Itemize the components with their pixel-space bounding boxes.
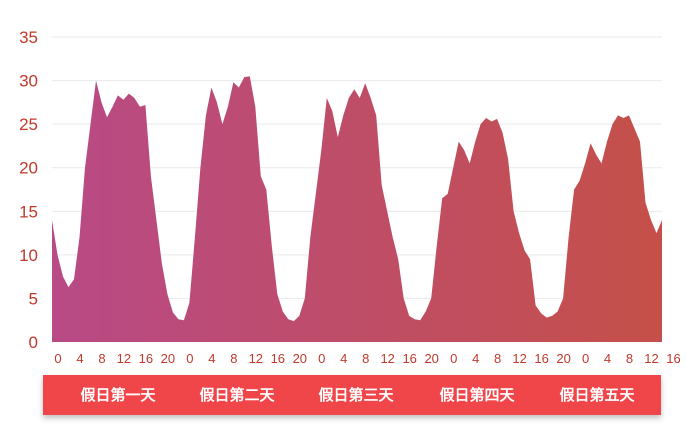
x-tick-label: 12	[117, 351, 131, 366]
x-tick-label: 20	[424, 351, 438, 366]
day-band-background	[43, 375, 661, 415]
x-tick-label: 4	[76, 351, 83, 366]
x-tick-label: 4	[208, 351, 215, 366]
day-label: 假日第二天	[199, 386, 275, 404]
area-series-fill	[52, 76, 662, 342]
x-tick-label: 8	[362, 351, 369, 366]
x-axis-tick-labels: 0 4 8 12 16 20 0 4 8 12 16 20 0 4 8 12 16 20 0 4 8 12 16 20 0 4 8 1…	[54, 351, 680, 366]
x-tick-label: 12	[380, 351, 394, 366]
x-tick-label: 0	[318, 351, 325, 366]
x-tick-label: 8	[494, 351, 501, 366]
x-tick-label: 4	[604, 351, 611, 366]
x-tick-label: 16	[271, 351, 285, 366]
x-tick-label: 0	[582, 351, 589, 366]
x-tick-label: 12	[249, 351, 263, 366]
area-series	[52, 76, 662, 342]
y-tick-label: 20	[19, 159, 38, 178]
y-tick-label: 0	[29, 333, 38, 352]
x-tick-label: 4	[340, 351, 347, 366]
y-tick-label: 30	[19, 72, 38, 91]
x-tick-label: 16	[666, 351, 680, 366]
day-label: 假日第四天	[439, 386, 515, 404]
x-tick-label: 8	[626, 351, 633, 366]
day-label-band: 假日第一天 假日第二天 假日第三天 假日第四天 假日第五天	[43, 375, 661, 415]
x-tick-label: 20	[556, 351, 570, 366]
day-label: 假日第三天	[318, 386, 394, 404]
x-tick-label: 0	[450, 351, 457, 366]
y-tick-label: 10	[19, 246, 38, 265]
y-tick-label: 35	[19, 28, 38, 47]
y-tick-label: 5	[29, 289, 38, 308]
day-label: 假日第一天	[80, 386, 156, 404]
x-tick-label: 0	[186, 351, 193, 366]
x-tick-label: 4	[472, 351, 479, 366]
x-tick-label: 20	[293, 351, 307, 366]
x-tick-label: 0	[54, 351, 61, 366]
y-tick-label: 15	[19, 202, 38, 221]
day-label: 假日第五天	[559, 386, 635, 404]
x-tick-label: 20	[161, 351, 175, 366]
x-tick-label: 12	[644, 351, 658, 366]
x-tick-label: 16	[402, 351, 416, 366]
y-axis-tick-labels: 0 5 10 15 20 25 30 35	[19, 28, 38, 352]
x-tick-label: 16	[139, 351, 153, 366]
x-tick-label: 8	[230, 351, 237, 366]
x-tick-label: 8	[98, 351, 105, 366]
y-tick-label: 25	[19, 115, 38, 134]
x-tick-label: 16	[534, 351, 548, 366]
x-tick-label: 12	[512, 351, 526, 366]
